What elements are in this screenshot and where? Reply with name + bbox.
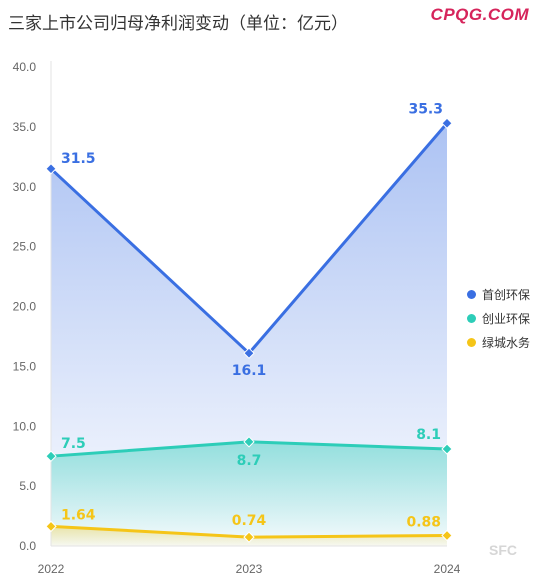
data-point xyxy=(45,520,57,533)
data-label: 35.3 xyxy=(408,101,443,117)
y-tick-label: 40.0 xyxy=(13,60,37,74)
chart-title: 三家上市公司归母净利润变动（单位：亿元） xyxy=(8,14,348,34)
watermark-logo: SFC xyxy=(489,542,517,558)
data-point xyxy=(441,443,453,455)
x-tick-label: 2023 xyxy=(236,562,263,576)
legend-item[interactable]: 绿城水务 xyxy=(467,330,530,354)
series-area-0 xyxy=(51,123,447,546)
y-tick-label: 10.0 xyxy=(13,419,37,433)
data-point xyxy=(45,450,57,462)
data-point xyxy=(243,436,255,448)
y-tick-label: 20.0 xyxy=(13,300,37,314)
data-label: 0.88 xyxy=(406,514,441,530)
data-point xyxy=(45,163,57,175)
y-tick-label: 0.0 xyxy=(19,539,36,553)
series-area-1 xyxy=(51,441,447,546)
y-tick-label: 35.0 xyxy=(13,120,37,134)
legend-dot-icon xyxy=(467,313,476,323)
legend-label: 创业环保 xyxy=(482,311,531,326)
legend-dot-icon xyxy=(467,337,476,347)
data-label: 0.74 xyxy=(232,513,267,529)
data-label: 1.64 xyxy=(61,507,96,523)
data-label: 8.7 xyxy=(237,453,262,469)
x-tick-label: 2024 xyxy=(434,562,461,576)
legend-item[interactable]: 创业环保 xyxy=(467,306,530,330)
legend-item[interactable]: 首创环保 xyxy=(467,282,530,306)
chart-legend: 首创环保创业环保绿城水务 xyxy=(467,282,530,354)
y-tick-label: 25.0 xyxy=(13,240,37,254)
x-tick-label: 2022 xyxy=(38,562,65,576)
data-label: 16.1 xyxy=(232,363,267,379)
data-label: 31.5 xyxy=(61,151,96,167)
data-point xyxy=(243,531,255,543)
data-point xyxy=(243,347,255,359)
data-label: 7.5 xyxy=(61,436,86,452)
y-tick-label: 30.0 xyxy=(13,180,37,194)
legend-dot-icon xyxy=(467,289,476,299)
series-area-2 xyxy=(51,526,447,546)
legend-label: 绿城水务 xyxy=(482,335,531,350)
data-label: 8.1 xyxy=(416,427,441,443)
data-point xyxy=(441,117,453,129)
brand-logo: CPQG.COM xyxy=(430,5,529,24)
y-tick-label: 5.0 xyxy=(19,479,36,493)
data-point xyxy=(441,529,453,542)
legend-label: 首创环保 xyxy=(482,287,531,302)
y-tick-label: 15.0 xyxy=(13,359,37,373)
